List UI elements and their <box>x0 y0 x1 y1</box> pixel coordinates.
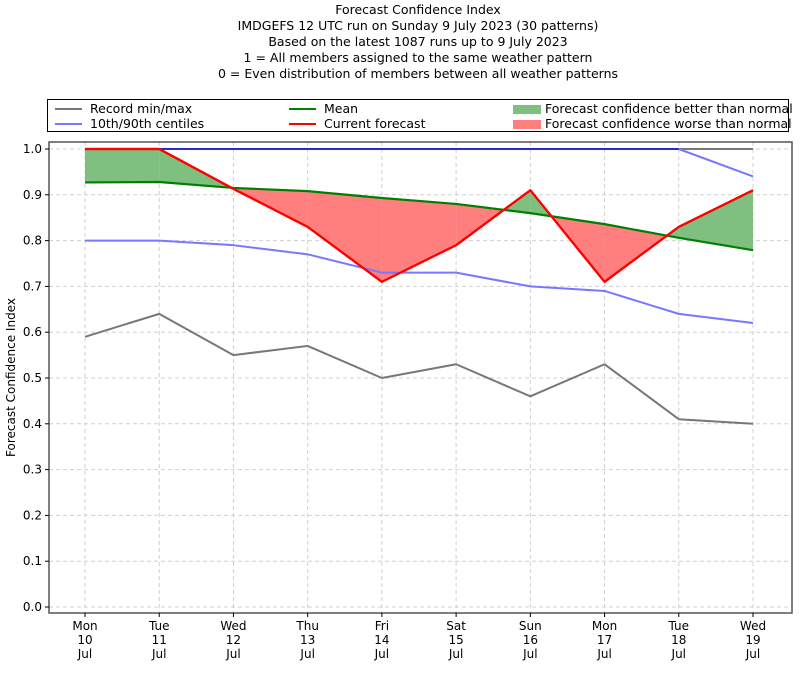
y-tick-label: 0.7 <box>23 279 42 293</box>
legend-item-worse: Forecast confidence worse than normal <box>513 117 792 131</box>
x-tick-label-month: Jul <box>596 647 611 661</box>
legend-swatch-better <box>513 104 541 114</box>
x-tick-label-day: Mon <box>72 619 97 633</box>
chart-subtitle-line-4: 0 = Even distribution of members between… <box>217 66 619 81</box>
y-tick-label: 0.3 <box>23 463 42 477</box>
x-tick-label-date: 11 <box>152 633 167 647</box>
x-tick-label-day: Sun <box>519 619 542 633</box>
legend-swatch-forecast <box>289 123 316 125</box>
x-tick-label-date: 14 <box>374 633 389 647</box>
chart-title-block: Forecast Confidence Index IMDGEFS 12 UTC… <box>0 2 800 82</box>
y-tick-label: 0.4 <box>23 417 42 431</box>
fill-better-segment <box>85 149 160 183</box>
fill-worse-segment <box>307 191 382 282</box>
x-tick-label-month: Jul <box>745 647 760 661</box>
legend-label-mean: Mean <box>324 101 359 116</box>
legend-item-forecast: Current forecast <box>289 117 425 131</box>
fill-better-segment <box>678 190 753 251</box>
chart-subtitle-line-2: Based on the latest 1087 runs up to 9 Ju… <box>268 34 568 49</box>
x-tick-label-date: 10 <box>77 633 92 647</box>
series-line-current-forecast-top <box>85 147 754 283</box>
series-line-10th-centile <box>85 239 754 325</box>
x-tick-label-day: Wed <box>740 619 766 633</box>
fill-worse-segment <box>604 224 667 282</box>
series-line-mean <box>84 180 754 252</box>
fill-worse-segment <box>381 198 457 282</box>
x-tick-label-day: Mon <box>592 619 617 633</box>
y-tick-label: 0.2 <box>23 508 42 522</box>
y-tick-label: 0.5 <box>23 371 42 385</box>
x-tick-label-month: Jul <box>671 647 686 661</box>
legend-item-mean: Mean <box>289 102 358 116</box>
y-tick-label: 1.0 <box>23 142 42 156</box>
x-tick-label-date: 16 <box>523 633 538 647</box>
legend-item-better: Forecast confidence better than normal <box>513 102 793 116</box>
x-tick-label-day: Fri <box>375 619 389 633</box>
legend-label-centiles: 10th/90th centiles <box>90 116 205 131</box>
y-tick-label: 0.9 <box>23 188 42 202</box>
y-tick-label: 0.0 <box>23 600 42 614</box>
y-tick-label: 0.8 <box>23 234 42 248</box>
x-tick-label-month: Jul <box>225 647 240 661</box>
legend-swatch-centiles <box>55 123 82 125</box>
x-tick-label-day: Thu <box>295 619 319 633</box>
x-tick-label-day: Tue <box>668 619 690 633</box>
x-tick-label-month: Jul <box>299 647 314 661</box>
y-axis: 0.0 0.1 0.2 0.3 0.4 0.5 0.6 0.7 0.8 0.9 1.0 <box>23 142 49 614</box>
x-tick-label-month: Jul <box>522 647 537 661</box>
chart-subtitle-line-3: 1 = All members assigned to the same wea… <box>243 50 593 65</box>
x-tick-label-day: Wed <box>220 619 246 633</box>
x-tick-label-month: Jul <box>374 647 389 661</box>
confidence-fills <box>85 149 753 282</box>
legend-swatch-worse <box>513 119 541 129</box>
series-line-record-min <box>84 312 754 425</box>
legend-label-worse: Forecast confidence worse than normal <box>545 116 792 131</box>
x-tick-label-day: Sat <box>446 619 466 633</box>
y-tick-label: 0.1 <box>23 554 42 568</box>
x-tick-label-month: Jul <box>448 647 463 661</box>
chart-subtitle-line-1: IMDGEFS 12 UTC run on Sunday 9 July 2023… <box>237 18 599 33</box>
fill-worse-segment <box>456 203 504 246</box>
x-tick-label-date: 13 <box>300 633 315 647</box>
x-tick-label-date: 18 <box>671 633 686 647</box>
x-tick-label-date: 12 <box>226 633 241 647</box>
x-tick-label-date: 17 <box>597 633 612 647</box>
y-tick-label: 0.6 <box>23 325 42 339</box>
x-tick-label-month: Jul <box>77 647 92 661</box>
chart-title: Forecast Confidence Index <box>335 2 501 17</box>
legend-item-record: Record min/max <box>55 102 192 116</box>
x-tick-label-date: 19 <box>745 633 760 647</box>
legend-label-record: Record min/max <box>90 101 193 116</box>
legend-label-forecast: Current forecast <box>324 116 426 131</box>
x-axis: Mon10JulTue11JulWed12JulThu13JulFri14Jul… <box>72 613 766 661</box>
legend: Record min/max 10th/90th centiles Mean C… <box>47 99 793 132</box>
legend-swatch-mean <box>289 108 316 110</box>
legend-item-centiles: 10th/90th centiles <box>55 117 204 131</box>
x-tick-label-day: Tue <box>148 619 170 633</box>
legend-swatch-record <box>55 108 82 110</box>
legend-label-better: Forecast confidence better than normal <box>545 101 793 116</box>
x-tick-label-date: 15 <box>448 633 463 647</box>
x-tick-label-month: Jul <box>151 647 166 661</box>
series-lines <box>84 147 754 425</box>
y-axis-title: Forecast Confidence Index <box>4 298 18 457</box>
